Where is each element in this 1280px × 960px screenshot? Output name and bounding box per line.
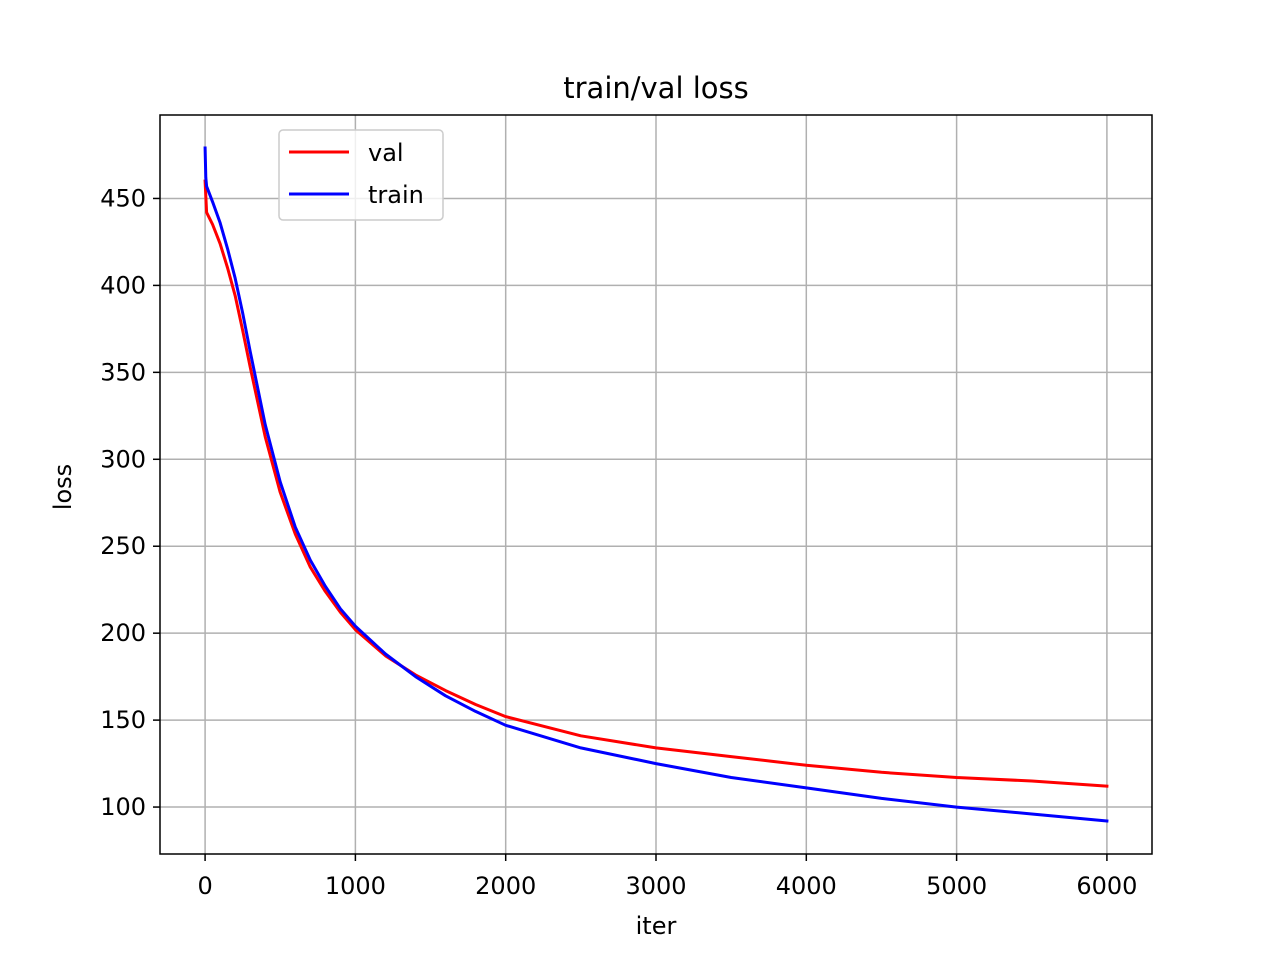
- x-axis-ticks: 0 1000 2000 3000 4000 5000 6000: [197, 854, 1137, 900]
- y-tick-label: 200: [100, 619, 146, 647]
- grid: [160, 115, 1152, 854]
- y-tick-label: 450: [100, 184, 146, 212]
- y-tick-label: 300: [100, 445, 146, 473]
- x-tick-label: 4000: [776, 872, 837, 900]
- y-tick-label: 400: [100, 271, 146, 299]
- x-tick-label: 6000: [1076, 872, 1137, 900]
- series-line-train: [203, 146, 1109, 823]
- x-axis-title: iter: [636, 912, 677, 940]
- x-tick-label: 2000: [475, 872, 536, 900]
- y-axis-title: loss: [49, 464, 77, 510]
- x-tick-label: 3000: [625, 872, 686, 900]
- series-line-val: [203, 179, 1109, 788]
- legend: val train: [278, 129, 444, 221]
- y-tick-label: 350: [100, 358, 146, 386]
- x-tick-label: 0: [197, 872, 212, 900]
- y-tick-label: 100: [100, 793, 146, 821]
- chart-title: train/val loss: [563, 71, 749, 105]
- legend-label-train: train: [368, 181, 424, 209]
- y-tick-label: 250: [100, 532, 146, 560]
- legend-label-val: val: [368, 139, 404, 167]
- series-lines: [203, 146, 1109, 823]
- y-axis-ticks: 100 150 200 250 300 350 400 450: [100, 184, 160, 821]
- y-tick-label: 150: [100, 706, 146, 734]
- x-tick-label: 1000: [325, 872, 386, 900]
- x-tick-label: 5000: [926, 872, 987, 900]
